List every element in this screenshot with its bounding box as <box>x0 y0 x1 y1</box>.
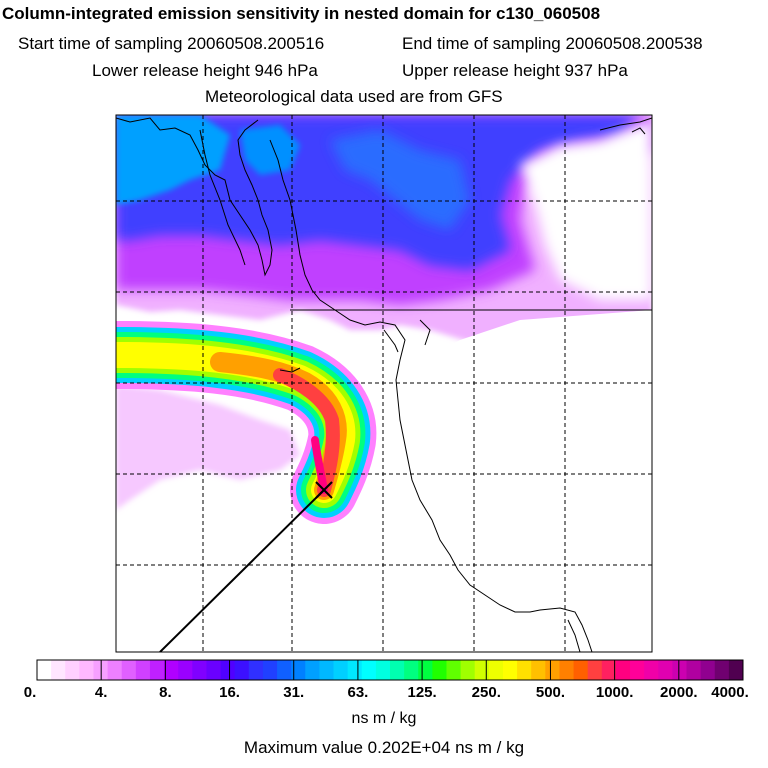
colorbar-swatch <box>248 660 264 680</box>
release-point-marker <box>315 481 333 499</box>
colorbar-swatch <box>587 660 603 680</box>
colorbar-swatch <box>220 660 236 680</box>
colorbar-swatch <box>164 660 179 680</box>
colorbar <box>36 659 744 681</box>
upper-release-height-label: Upper release height 937 hPa <box>402 61 628 80</box>
colorbar-tick-label: 250. <box>471 684 501 701</box>
plume <box>116 321 377 524</box>
colorbar-swatch <box>305 660 320 680</box>
colorbar-tick-label: 4. <box>94 684 108 701</box>
colorbar-swatch <box>375 660 391 680</box>
colorbar-swatch <box>559 660 575 680</box>
colorbar-swatch <box>474 660 490 680</box>
colorbar-swatch <box>121 660 137 680</box>
colorbar-swatch <box>728 660 744 680</box>
colorbar-tick-label: 31. <box>283 684 305 701</box>
colorbar-tick-label: 2000. <box>660 684 698 701</box>
colorbar-swatch <box>262 660 278 680</box>
colorbar-swatch <box>65 660 80 680</box>
colorbar-swatch <box>178 660 193 680</box>
colorbar-swatch <box>460 660 476 680</box>
lat-lon-grid <box>116 115 652 652</box>
colorbar-swatch <box>630 660 645 680</box>
end-time-label: End time of sampling 20060508.200538 <box>402 34 703 53</box>
colorbar-swatch <box>517 660 532 680</box>
colorbar-tick-label: 16. <box>219 684 240 701</box>
colorbar-swatch <box>432 660 447 680</box>
colorbar-swatch <box>502 660 518 680</box>
met-data-label: Meteorological data used are from GFS <box>205 87 503 106</box>
colorbar-swatch <box>672 660 688 680</box>
colorbar-swatch <box>206 660 222 680</box>
colorbar-swatch <box>700 660 716 680</box>
map-frame <box>115 114 653 653</box>
colorbar-swatch <box>446 660 462 680</box>
colorbar-swatch <box>51 660 66 680</box>
figure-title: Column-integrated emission sensitivity i… <box>2 4 601 23</box>
colorbar-swatch <box>234 660 250 680</box>
lower-release-height-label: Lower release height 946 hPa <box>92 61 318 80</box>
maximum-value-label: Maximum value 0.202E+04 ns m / kg <box>243 738 525 757</box>
colorbar-tick-label: 4000. <box>711 684 749 701</box>
colorbar-swatch <box>37 660 52 680</box>
colorbar-swatch <box>107 660 123 680</box>
colorbar-swatch <box>573 660 589 680</box>
colorbar-frame <box>36 659 744 681</box>
colorbar-swatch <box>319 660 335 680</box>
coastline <box>116 117 652 652</box>
colorbar-swatch <box>404 660 419 680</box>
colorbar-swatch <box>644 660 659 680</box>
colorbar-swatch <box>361 660 377 680</box>
start-time-label: Start time of sampling 20060508.200516 <box>18 34 325 53</box>
colorbar-tick-label: 125. <box>407 684 437 701</box>
colorbar-swatch <box>149 660 165 680</box>
colorbar-units: ns m / kg <box>351 710 417 727</box>
colorbar-swatch <box>192 660 207 680</box>
colorbar-swatch <box>291 660 306 680</box>
colorbar-tick-label: 63. <box>347 684 369 701</box>
colorbar-tick-label: 8. <box>159 684 172 701</box>
colorbar-swatch <box>488 660 504 680</box>
map-area <box>116 115 652 652</box>
colorbar-swatch <box>418 660 433 680</box>
flight-track <box>159 489 325 652</box>
colorbar-swatch <box>333 660 349 680</box>
colorbar-swatch <box>545 660 560 680</box>
colorbar-swatch <box>390 660 405 680</box>
colorbar-tick-label: 1000. <box>595 684 634 701</box>
colorbar-swatch <box>601 660 617 680</box>
colorbar-swatch <box>714 660 730 680</box>
colorbar-tick-label: 500. <box>535 684 566 701</box>
colorbar-swatch <box>79 660 94 680</box>
colorbar-tick-label: 0. <box>23 684 37 701</box>
colorbar-swatch <box>615 660 631 680</box>
colorbar-swatch <box>277 660 292 680</box>
colorbar-swatch <box>686 660 702 680</box>
colorbar-swatch <box>658 660 673 680</box>
colorbar-swatch <box>347 660 363 680</box>
colorbar-swatch <box>135 660 151 680</box>
colorbar-swatch <box>531 660 546 680</box>
